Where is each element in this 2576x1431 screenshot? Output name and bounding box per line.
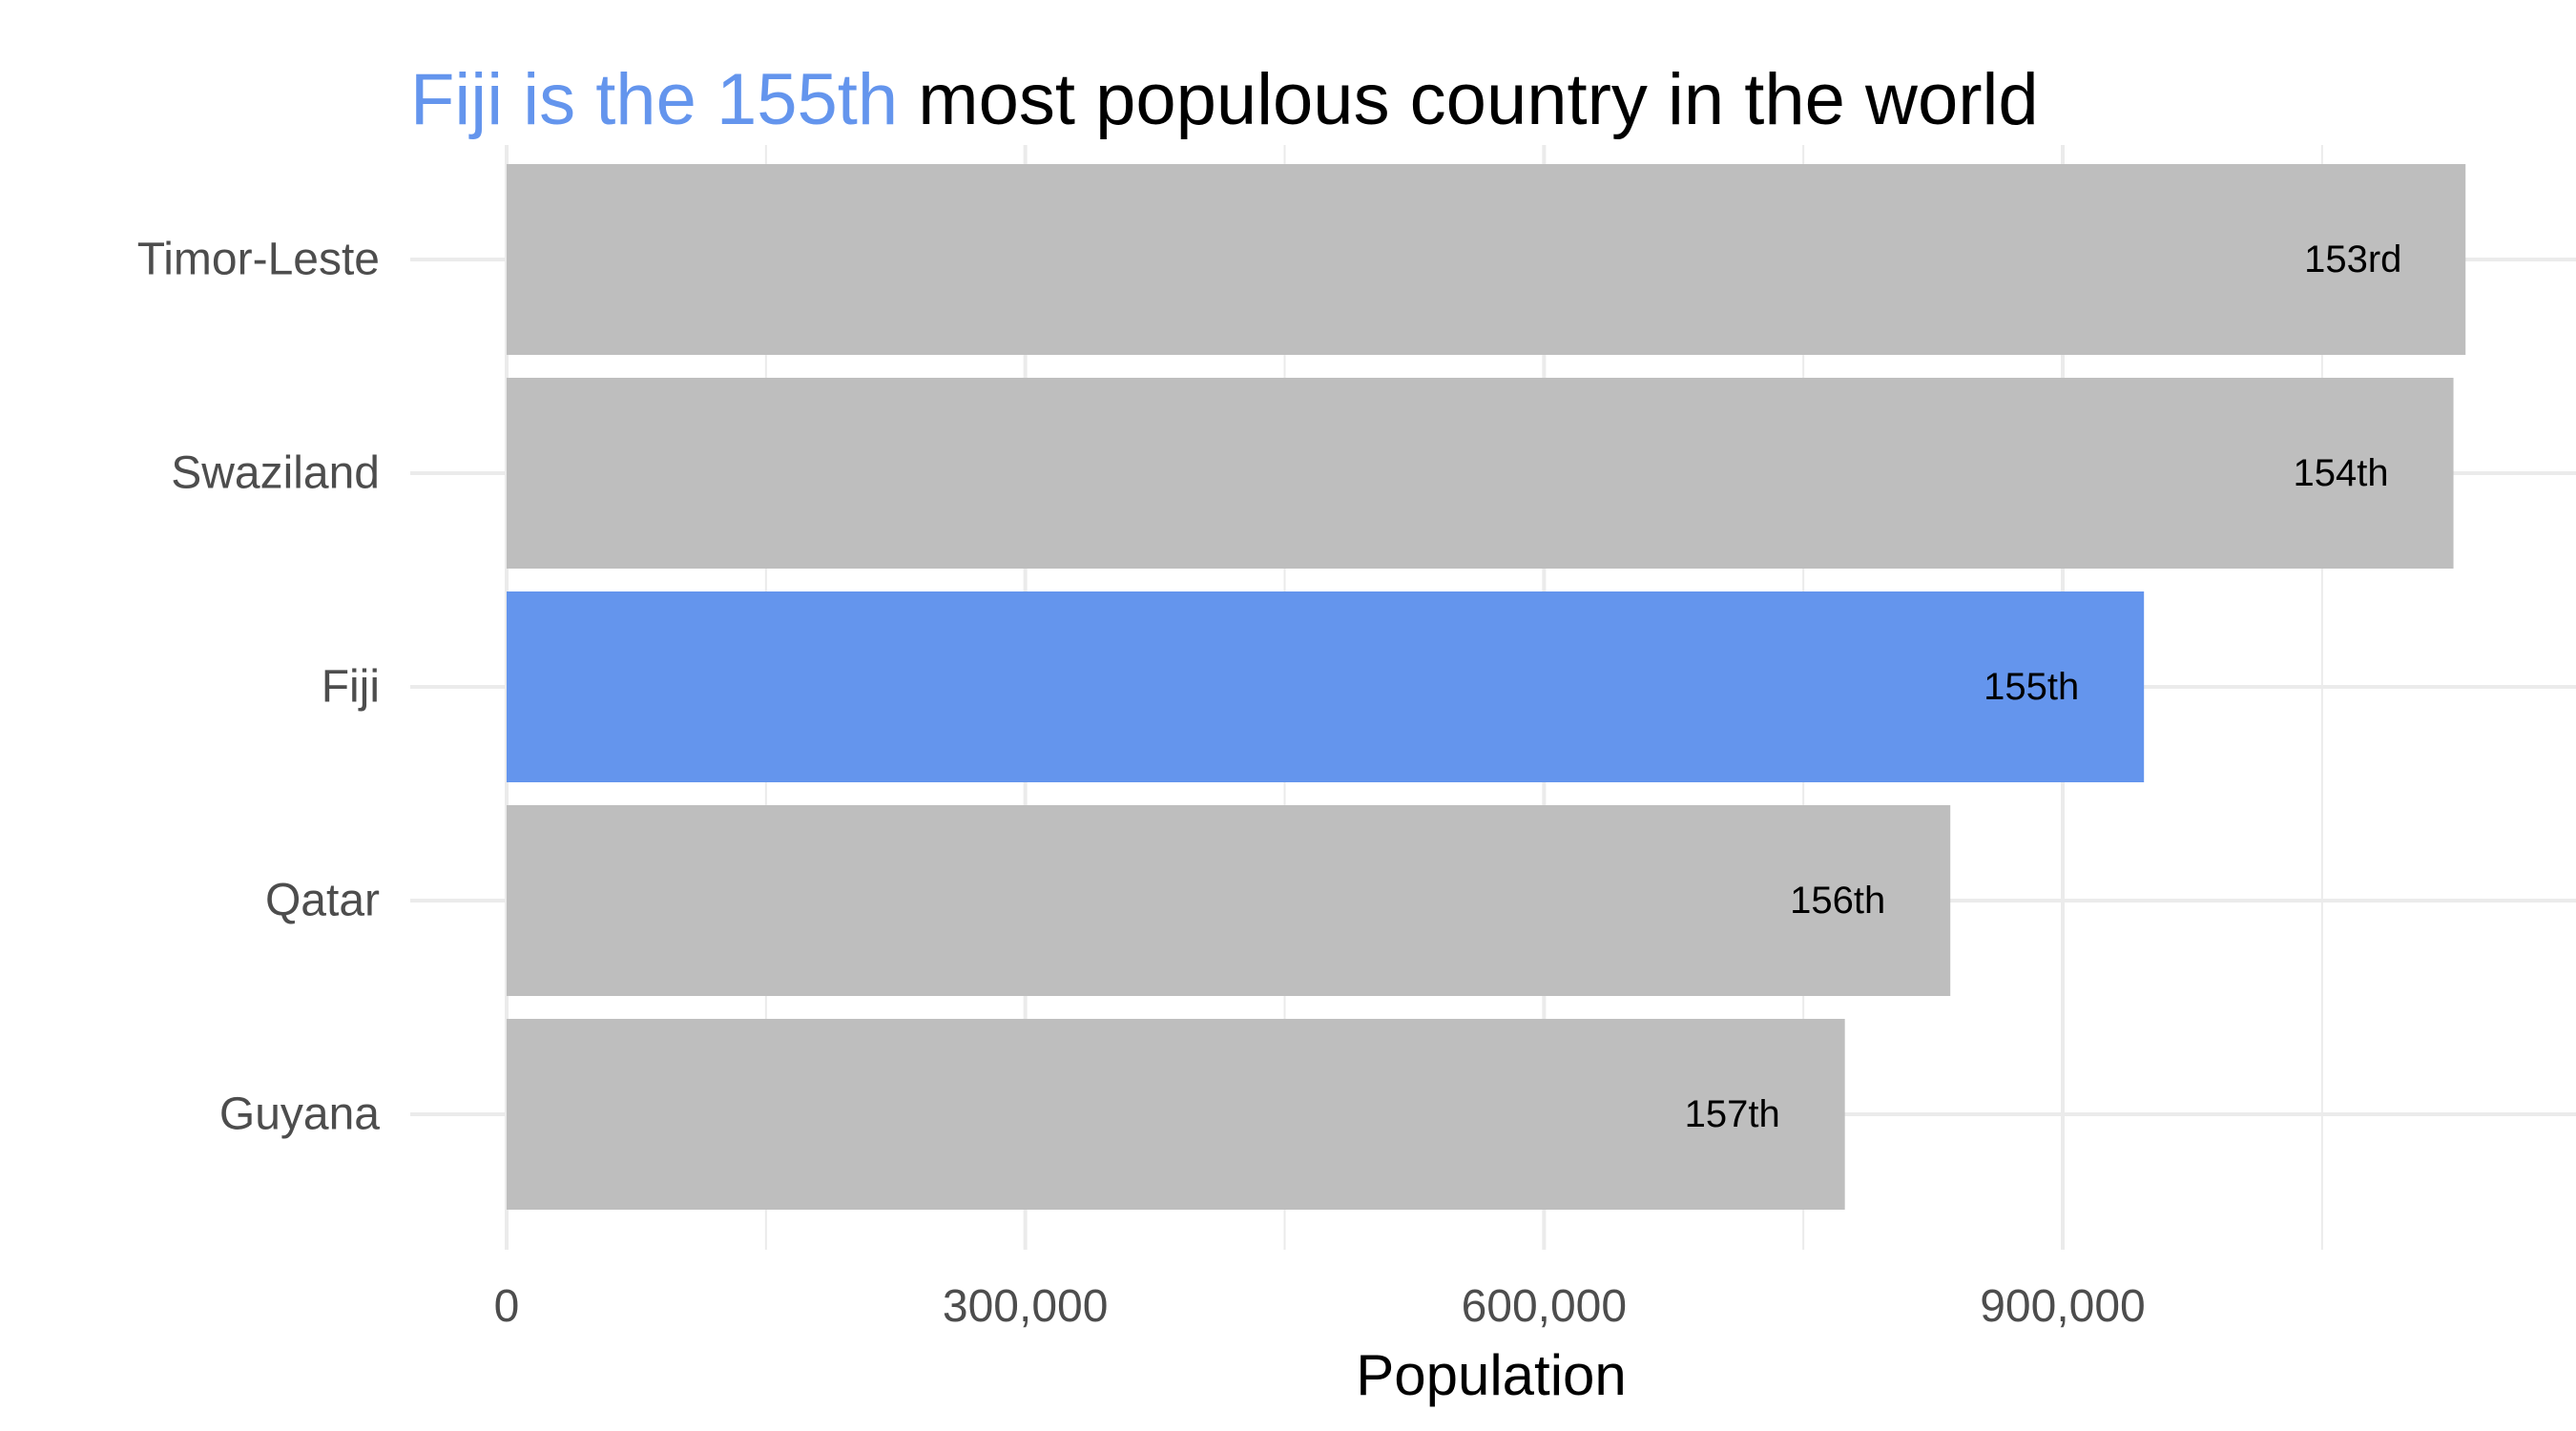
bar-swaziland xyxy=(507,378,2454,569)
x-tick-label: 0 xyxy=(494,1281,520,1332)
y-tick-label: Swaziland xyxy=(171,448,380,499)
bars xyxy=(507,164,2466,1210)
x-tick-label: 300,000 xyxy=(943,1281,1109,1332)
bar-guyana xyxy=(507,1019,1845,1210)
chart-title-rest: most populous country in the world xyxy=(898,59,2039,140)
data-labels: 153rd 154th 155th 156th 157th xyxy=(1685,238,2402,1135)
bar-data-label: 153rd xyxy=(2304,238,2401,280)
x-tick-label: 600,000 xyxy=(1462,1281,1628,1332)
x-axis-title: Population xyxy=(1356,1343,1627,1407)
bar-fiji xyxy=(507,591,2145,782)
bar-data-label: 156th xyxy=(1790,880,1885,922)
y-tick-label: Qatar xyxy=(265,876,380,926)
bar-timor-leste xyxy=(507,164,2466,355)
bar-data-label: 157th xyxy=(1685,1093,1780,1135)
chart-title: Fiji is the 155th most populous country … xyxy=(410,59,2039,140)
axes: Timor-Leste Swaziland Fiji Qatar Guyana 0 300,… xyxy=(137,235,2146,1333)
x-tick-label: 900,000 xyxy=(1980,1281,2146,1332)
y-tick-label: Guyana xyxy=(219,1089,380,1140)
y-tick-label: Timor-Leste xyxy=(137,235,380,285)
chart-title-highlight: Fiji is the 155th xyxy=(410,59,898,140)
y-tick-label: Fiji xyxy=(322,662,380,713)
bar-data-label: 155th xyxy=(1984,666,2079,708)
bar-data-label: 154th xyxy=(2294,452,2389,494)
bar-qatar xyxy=(507,805,1951,996)
